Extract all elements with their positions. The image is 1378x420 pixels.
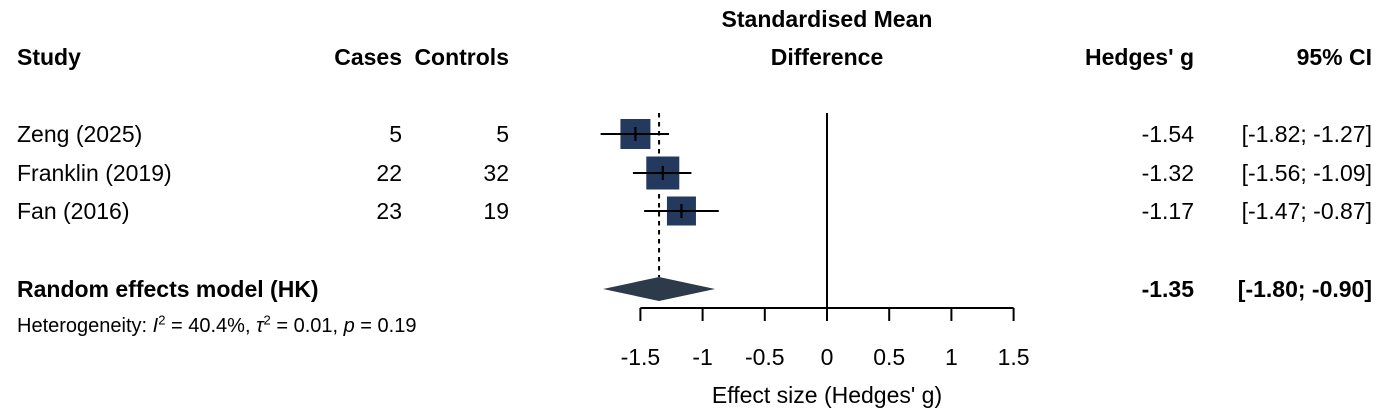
smd-column-header-line2: Difference bbox=[770, 44, 884, 70]
controls-value: 19 bbox=[483, 198, 509, 224]
p-value: = 0.19 bbox=[354, 315, 417, 337]
cases-column-header: Cases bbox=[334, 44, 402, 70]
hedges-g-value: -1.54 bbox=[1141, 121, 1194, 147]
controls-value: 5 bbox=[496, 121, 509, 147]
ci-value: [-1.56; -1.09] bbox=[1241, 160, 1372, 186]
heterogeneity-note: Heterogeneity: I2 = 40.4%, τ2 = 0.01, p … bbox=[17, 312, 417, 338]
study-column-header: Study bbox=[17, 44, 81, 70]
i-squared-symbol: I bbox=[152, 315, 159, 337]
study-label: Fan (2016) bbox=[17, 198, 130, 224]
x-axis-tick-label: -0.5 bbox=[744, 344, 785, 370]
hedges-g-value: -1.17 bbox=[1141, 198, 1194, 224]
study-label: Franklin (2019) bbox=[17, 160, 172, 186]
x-axis-tick-label: 0.5 bbox=[873, 344, 906, 370]
overall-model-label: Random effects model (HK) bbox=[17, 276, 319, 302]
x-axis-tick-label: 1.5 bbox=[997, 344, 1030, 370]
tau-squared-value: = 0.01, bbox=[270, 315, 344, 337]
p-symbol: p bbox=[343, 315, 355, 337]
tau-squared-sup: 2 bbox=[263, 312, 271, 328]
cases-value: 22 bbox=[376, 160, 402, 186]
study-label: Zeng (2025) bbox=[17, 121, 143, 147]
ci-value: [-1.82; -1.27] bbox=[1241, 121, 1372, 147]
cases-value: 5 bbox=[389, 121, 402, 147]
pooled-effect-diamond bbox=[603, 277, 716, 301]
i-squared-value: = 40.4%, bbox=[165, 315, 257, 337]
x-axis-tick-label: 0 bbox=[820, 344, 834, 370]
x-axis-tick-label: 1 bbox=[944, 344, 958, 370]
hedges-g-column-header: Hedges' g bbox=[1085, 44, 1194, 70]
x-axis-tick-label: -1.5 bbox=[620, 344, 661, 370]
heterogeneity-prefix: Heterogeneity: bbox=[17, 315, 153, 337]
smd-column-header-line1: Standardised Mean bbox=[721, 6, 933, 32]
ci-column-header: 95% CI bbox=[1296, 44, 1372, 70]
cases-value: 23 bbox=[376, 198, 402, 224]
tau-squared-symbol: τ bbox=[256, 315, 264, 337]
hedges-g-value: -1.32 bbox=[1141, 160, 1194, 186]
i-squared-sup: 2 bbox=[158, 312, 166, 328]
controls-value: 32 bbox=[483, 160, 509, 186]
overall-g-value: -1.35 bbox=[1141, 276, 1194, 302]
x-axis-title: Effect size (Hedges' g) bbox=[711, 382, 943, 408]
x-axis-tick-label: -1 bbox=[692, 344, 713, 370]
overall-ci-value: [-1.80; -0.90] bbox=[1237, 276, 1372, 302]
controls-column-header: Controls bbox=[414, 44, 509, 70]
ci-value: [-1.47; -0.87] bbox=[1241, 198, 1372, 224]
